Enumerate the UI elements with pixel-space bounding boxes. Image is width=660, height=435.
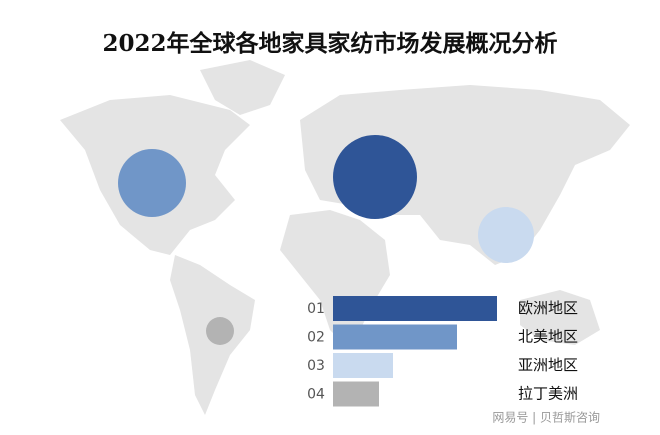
rank-label: 04 [307, 387, 325, 403]
bubble [206, 317, 234, 345]
category-label: 北美地区 [518, 328, 578, 346]
category-label: 欧洲地区 [518, 299, 578, 317]
bar [333, 324, 457, 350]
rank-label: 02 [307, 330, 325, 346]
rank-label: 01 [307, 301, 325, 317]
bar [333, 353, 393, 378]
bar [333, 381, 379, 407]
bubble [478, 207, 534, 263]
bubble [118, 149, 186, 217]
category-label: 亚洲地区 [518, 356, 578, 374]
watermark: 网易号 | 贝哲斯咨询 [492, 410, 600, 425]
bubble [333, 135, 417, 219]
category-label: 拉丁美洲 [518, 385, 578, 403]
chart-title: 2022年全球各地家具家纺市场发展概况分析 [102, 30, 557, 57]
bar [333, 296, 497, 321]
rank-label: 03 [307, 358, 325, 374]
